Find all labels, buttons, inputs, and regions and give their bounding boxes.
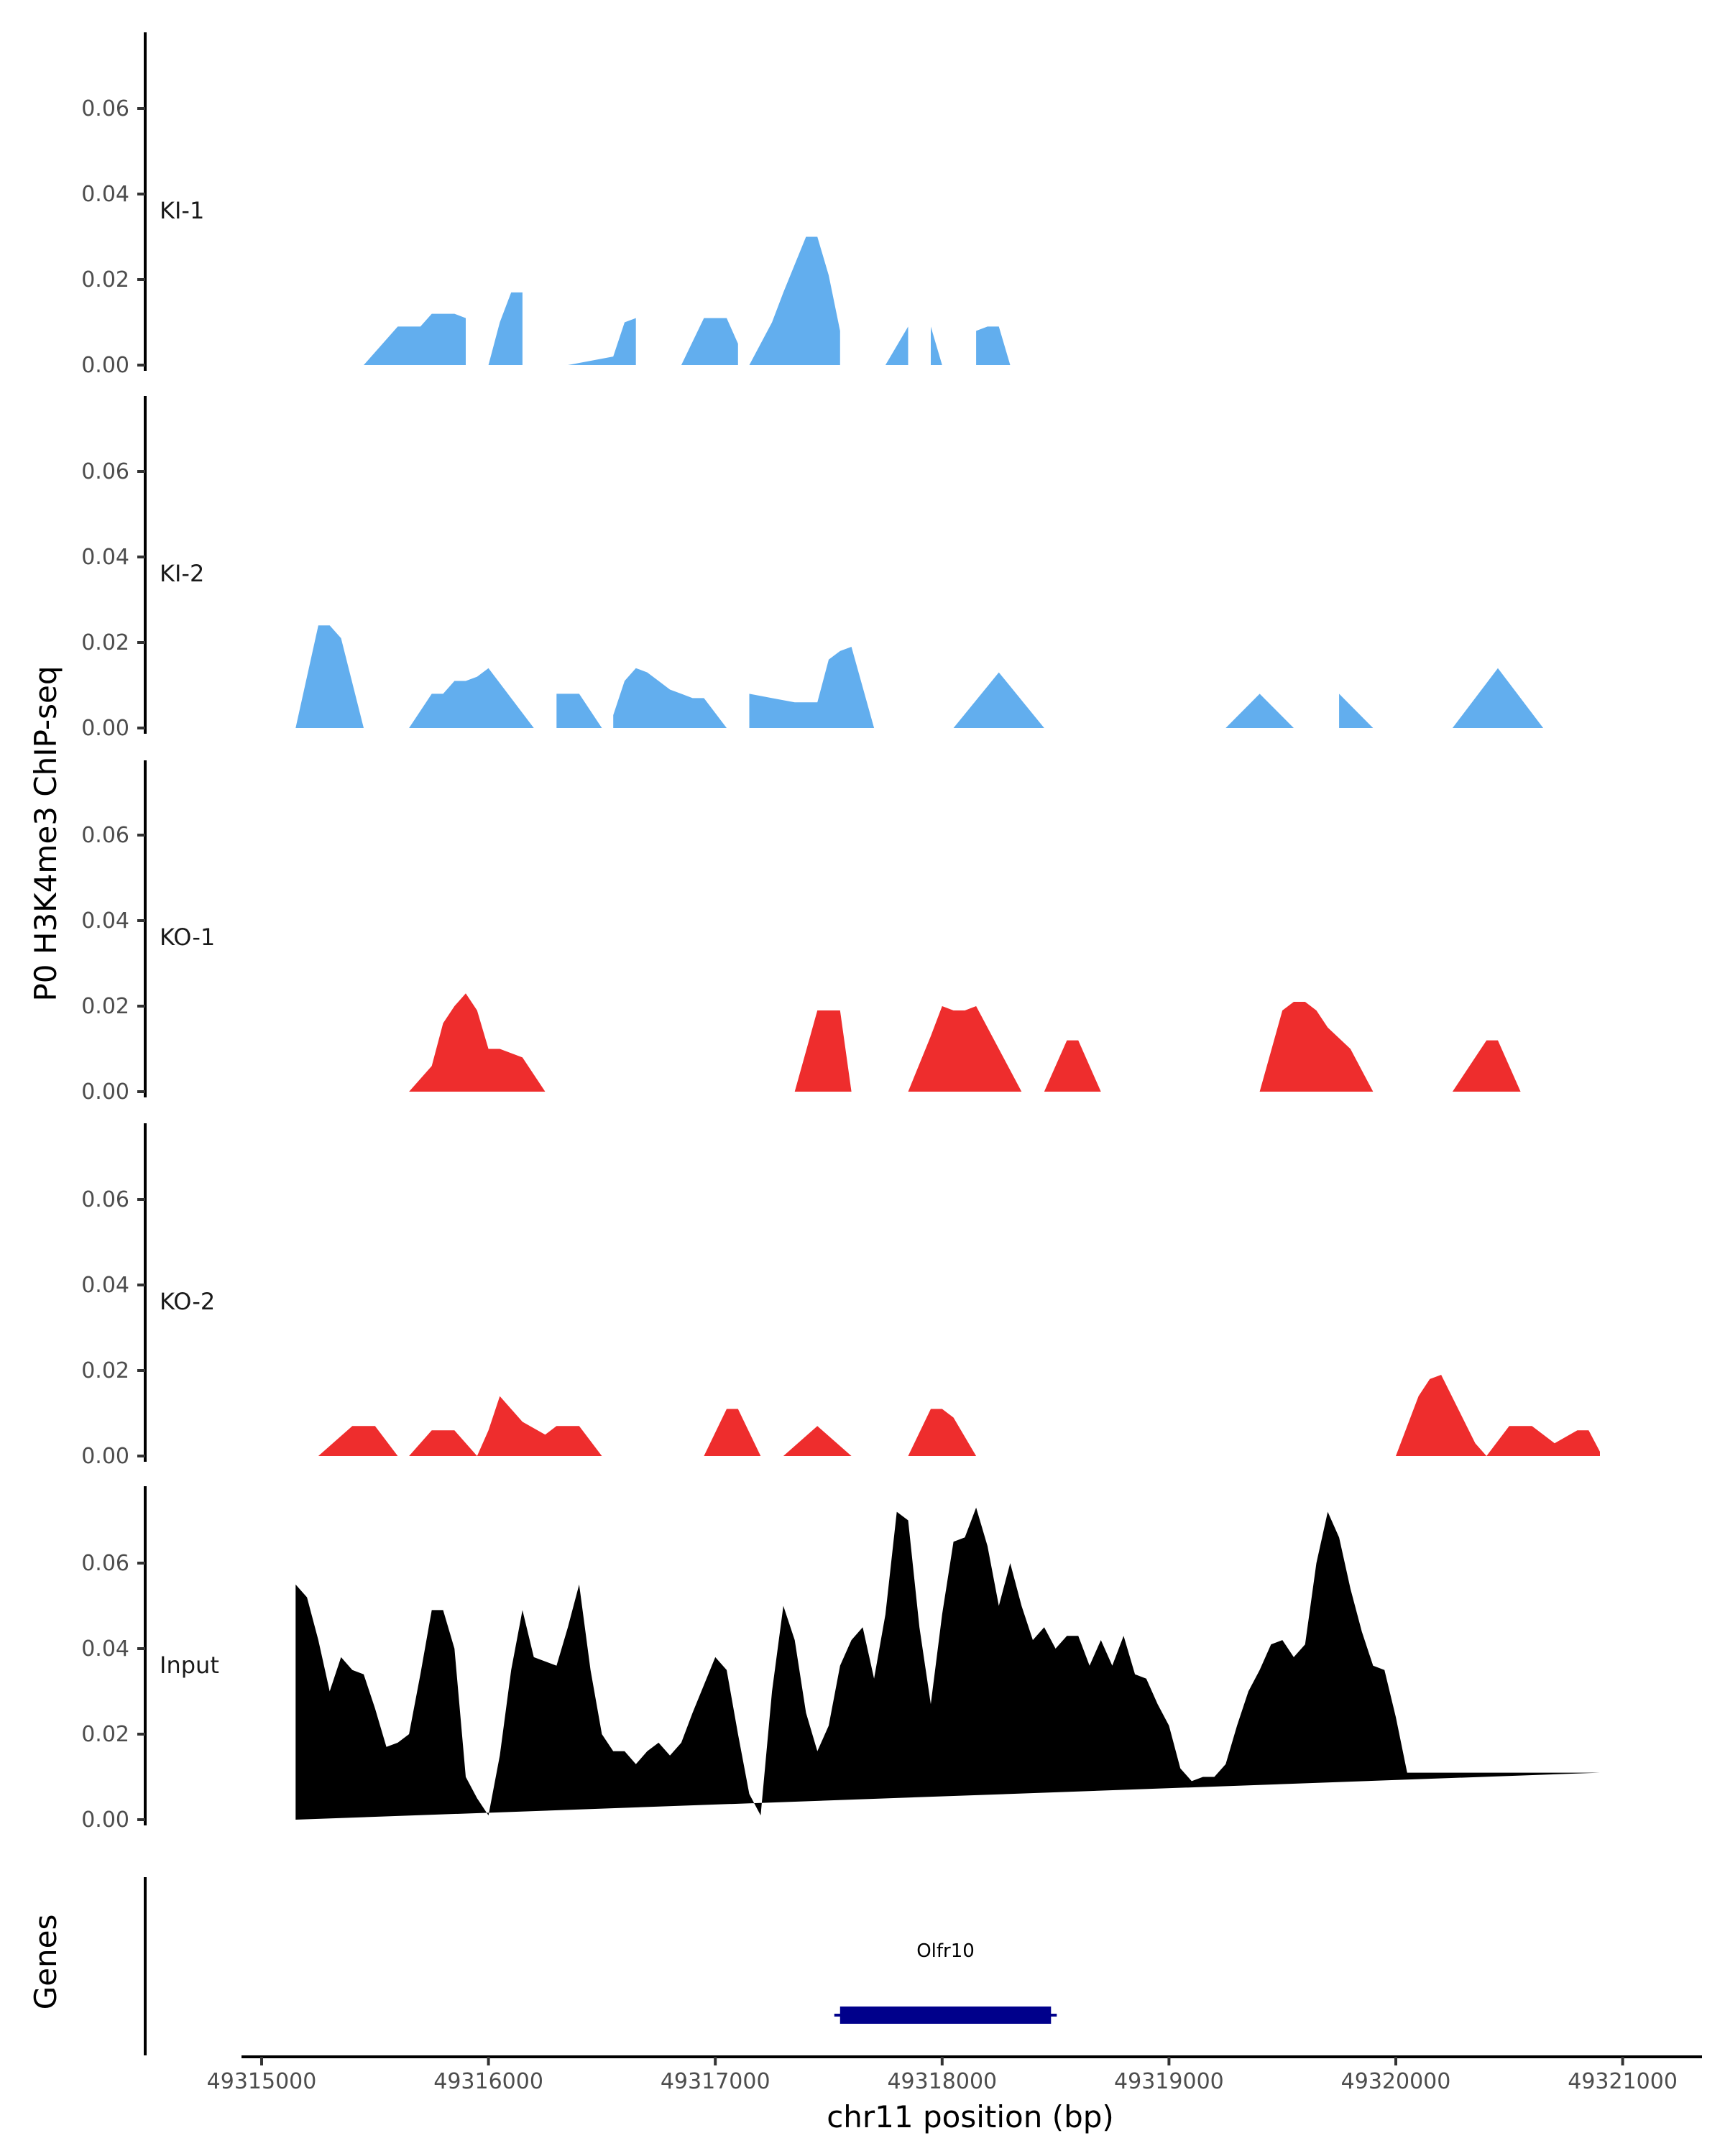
y-tick-label: 0.02 bbox=[81, 994, 129, 1019]
gene-label: Olfr10 bbox=[916, 1940, 975, 1962]
signal-area-ki-1-5 bbox=[749, 236, 840, 365]
x-tick-label: 49316000 bbox=[433, 2069, 543, 2094]
genes-panel: Olfr10 bbox=[144, 1877, 1057, 2055]
y-tick-label: 0.04 bbox=[81, 1636, 129, 1662]
x-tick-label: 49315000 bbox=[207, 2069, 317, 2094]
signal-area-ki-1-7 bbox=[931, 326, 954, 365]
signal-area-ki-1-2 bbox=[488, 292, 523, 365]
y-tick-label: 0.06 bbox=[81, 459, 129, 484]
x-axis: 49315000 49316000 49317000 49318000 49319000… bbox=[207, 2055, 1702, 2094]
track-label: KI-2 bbox=[160, 560, 204, 587]
signal-area-ki-2-7 bbox=[1225, 694, 1294, 728]
x-tick-label: 49318000 bbox=[887, 2069, 997, 2094]
y-tick-label: 0.00 bbox=[81, 353, 129, 378]
signal-area-ko-1-4 bbox=[1044, 1040, 1101, 1092]
y-tick-label: 0.04 bbox=[81, 182, 129, 207]
gene-olfr10: Olfr10 bbox=[834, 1940, 1057, 2024]
y-tick-label: 0.04 bbox=[81, 545, 129, 570]
y-axis-title: P0 H3K4me3 ChIP-seq bbox=[28, 665, 63, 1001]
signal-area-ko-2-3 bbox=[704, 1409, 761, 1456]
signal-area-ki-1-1 bbox=[364, 313, 466, 365]
track-ko-1: 0.00 0.02 0.04 0.06 KO-1 bbox=[81, 760, 1521, 1105]
signal-area-ki-2-3 bbox=[556, 694, 602, 728]
y-tick-label: 0.00 bbox=[81, 1807, 129, 1833]
signal-area-ko-1-1 bbox=[409, 993, 546, 1092]
y-tick-label: 0.04 bbox=[81, 908, 129, 934]
signal-area-ko-2-6 bbox=[1396, 1375, 1487, 1456]
signal-area-ko-2-1 bbox=[318, 1426, 398, 1456]
genes-axis-title: Genes bbox=[28, 1915, 63, 2010]
track-label: KO-2 bbox=[160, 1288, 215, 1315]
signal-area-ki-2-9 bbox=[1452, 668, 1544, 728]
y-tick-label: 0.02 bbox=[81, 1358, 129, 1383]
signal-area-ko-1-2 bbox=[794, 1010, 852, 1092]
signal-area-ko-1-3 bbox=[908, 1006, 1022, 1092]
x-tick-label: 49317000 bbox=[661, 2069, 770, 2094]
y-tick-label: 0.02 bbox=[81, 630, 129, 655]
y-tick-label: 0.06 bbox=[81, 1187, 129, 1212]
signal-area-ki-2-8 bbox=[1339, 694, 1374, 728]
signal-area-ki-2-5 bbox=[749, 647, 875, 728]
signal-area-ki-1-6 bbox=[862, 326, 908, 365]
track-ko-2: 0.00 0.02 0.04 0.06 KO-2 bbox=[81, 1123, 1600, 1469]
x-tick-label: 49321000 bbox=[1568, 2069, 1678, 2094]
track-input: 0.00 0.02 0.04 0.06 Input bbox=[81, 1486, 1600, 1833]
track-ki-1: 0.00 0.02 0.04 0.06 KI-1 bbox=[81, 32, 1033, 378]
track-ki-2: 0.00 0.02 0.04 0.06 KI-2 bbox=[81, 396, 1544, 741]
y-tick-label: 0.06 bbox=[81, 1551, 129, 1576]
x-tick-label: 49320000 bbox=[1341, 2069, 1451, 2094]
signal-area-ki-2-4 bbox=[613, 668, 727, 728]
signal-area-input-1 bbox=[295, 1507, 1600, 1820]
track-label: KI-1 bbox=[160, 197, 204, 224]
y-tick-label: 0.04 bbox=[81, 1273, 129, 1298]
signal-area-ki-1-3 bbox=[568, 318, 636, 365]
signal-area-ko-1-5 bbox=[1259, 1002, 1374, 1092]
y-tick-label: 0.00 bbox=[81, 1079, 129, 1105]
signal-area-ki-2-2 bbox=[409, 668, 534, 728]
y-tick-label: 0.00 bbox=[81, 716, 129, 741]
y-tick-label: 0.02 bbox=[81, 267, 129, 292]
signal-area-ko-2-2 bbox=[409, 1396, 602, 1456]
y-tick-label: 0.06 bbox=[81, 96, 129, 121]
signal-area-ko-2-4 bbox=[783, 1426, 852, 1456]
y-tick-label: 0.02 bbox=[81, 1722, 129, 1747]
signal-area-ki-1-8 bbox=[976, 326, 1033, 365]
signal-area-ki-2-6 bbox=[953, 672, 1044, 728]
track-label: Input bbox=[160, 1651, 219, 1679]
signal-area-ko-2-5 bbox=[908, 1409, 977, 1456]
signal-area-ki-2-1 bbox=[295, 625, 364, 728]
x-axis-title: chr11 position (bp) bbox=[827, 2099, 1114, 2134]
y-tick-label: 0.06 bbox=[81, 823, 129, 848]
signal-area-ki-1-4 bbox=[681, 318, 738, 365]
x-tick-label: 49319000 bbox=[1114, 2069, 1224, 2094]
track-label: KO-1 bbox=[160, 923, 215, 951]
signal-area-ko-2-7 bbox=[1486, 1426, 1600, 1456]
signal-area-ko-1-6 bbox=[1452, 1040, 1521, 1092]
y-tick-label: 0.00 bbox=[81, 1444, 129, 1469]
signal-tracks: 0.00 0.02 0.04 0.06 KI-1 0.00 0.02 0.04 0.06 KI-2… bbox=[81, 32, 1600, 1833]
